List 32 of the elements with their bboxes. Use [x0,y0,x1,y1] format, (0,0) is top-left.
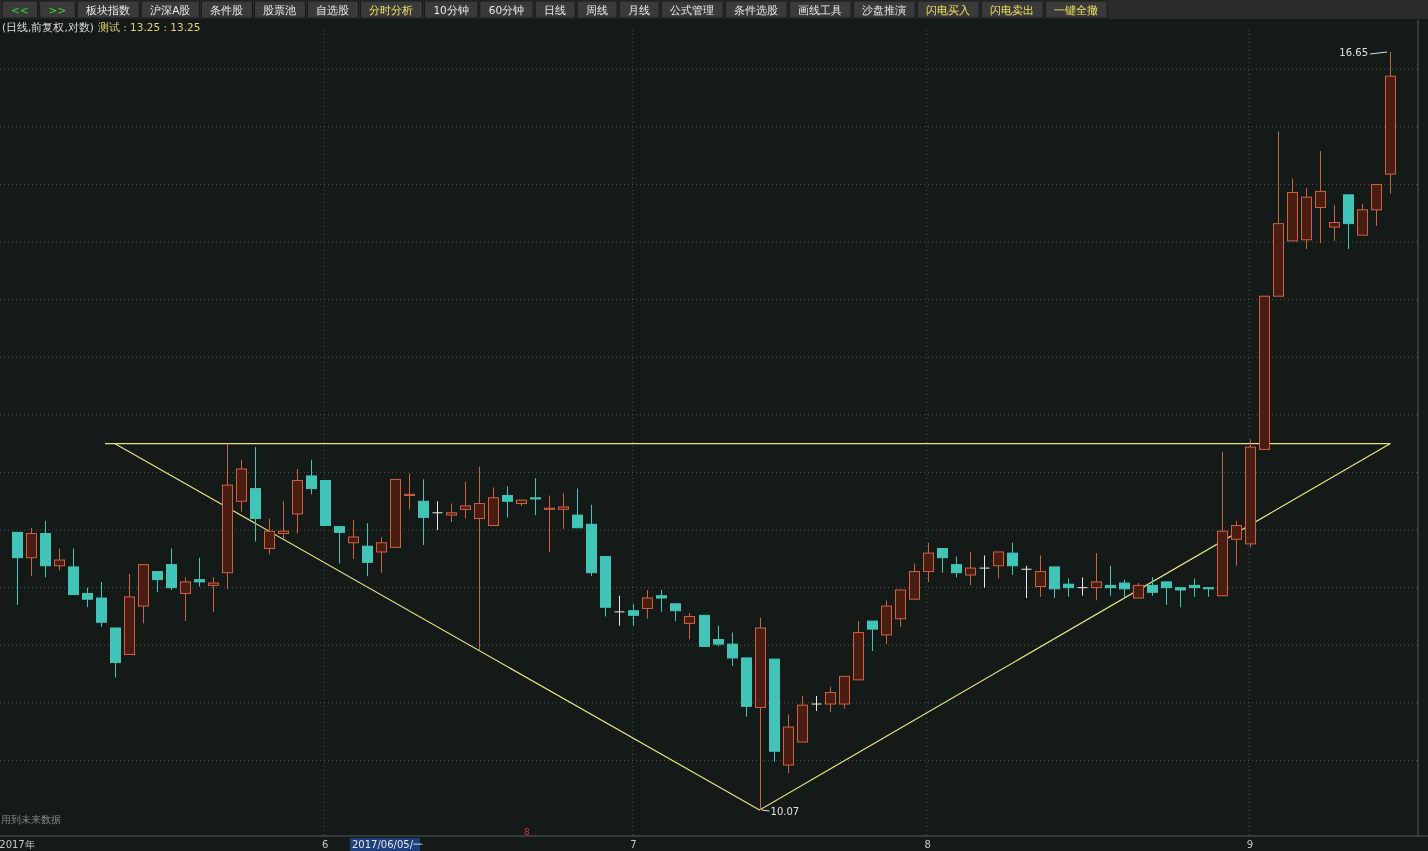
toolbar-button: 月线 [618,0,660,19]
text: 用到未来数据 [1,814,61,825]
toolbar-button: << [1,0,39,19]
toolbar-button: 10分钟 [423,0,479,19]
toolbar-button: 沪深A股 [140,0,200,19]
x-tick-label: 2017年 [0,839,35,850]
toolbar-button: 一键全撤 [1044,0,1108,19]
toolbar-button: 沙盘推演 [852,0,916,19]
toolbar-button: 画线工具 [788,0,852,19]
toolbar-button: 分时分析 [359,0,423,19]
toolbar-button: 板块指数 [76,0,140,19]
toolbar-button: 条件选股 [724,0,788,19]
annotation: 16.65 [1339,47,1368,58]
chart-subtitle: 测试 : 13.25 : 13.25 [97,21,201,33]
toolbar-button: 公式管理 [660,0,724,19]
toolbar-button: 60分钟 [479,0,534,19]
x-tick-label: 7 [630,839,637,850]
toolbar-button: 股票池 [253,0,306,19]
x-tick-label: 6 [322,839,329,850]
text: 8 [524,827,530,837]
toolbar-button: >> [39,0,76,19]
toolbar-button: 条件股 [200,0,253,19]
toolbar-button: 闪电买入 [916,0,980,19]
toolbar-button: 闪电卖出 [980,0,1044,19]
annotation: 10.07 [770,806,800,817]
toolbar-button: 日线 [534,0,576,19]
date-label-box: 2017/06/05/一 [350,838,423,851]
chart-title: (日线,前复权,对数) [2,21,94,33]
toolbar-button: 周线 [576,0,618,19]
x-tick-label: 9 [1246,839,1254,850]
x-tick-label: 8 [924,839,931,850]
toolbar-button: 自选股 [306,0,359,19]
